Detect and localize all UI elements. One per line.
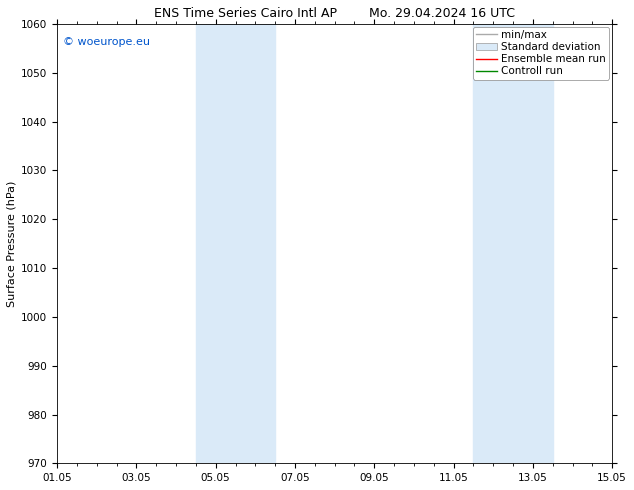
Title: ENS Time Series Cairo Intl AP        Mo. 29.04.2024 16 UTC: ENS Time Series Cairo Intl AP Mo. 29.04.… <box>154 7 515 20</box>
Bar <box>196 24 275 464</box>
Text: © woeurope.eu: © woeurope.eu <box>63 37 150 47</box>
Bar <box>474 24 553 464</box>
Legend: min/max, Standard deviation, Ensemble mean run, Controll run: min/max, Standard deviation, Ensemble me… <box>473 27 609 79</box>
Y-axis label: Surface Pressure (hPa): Surface Pressure (hPa) <box>7 180 17 307</box>
